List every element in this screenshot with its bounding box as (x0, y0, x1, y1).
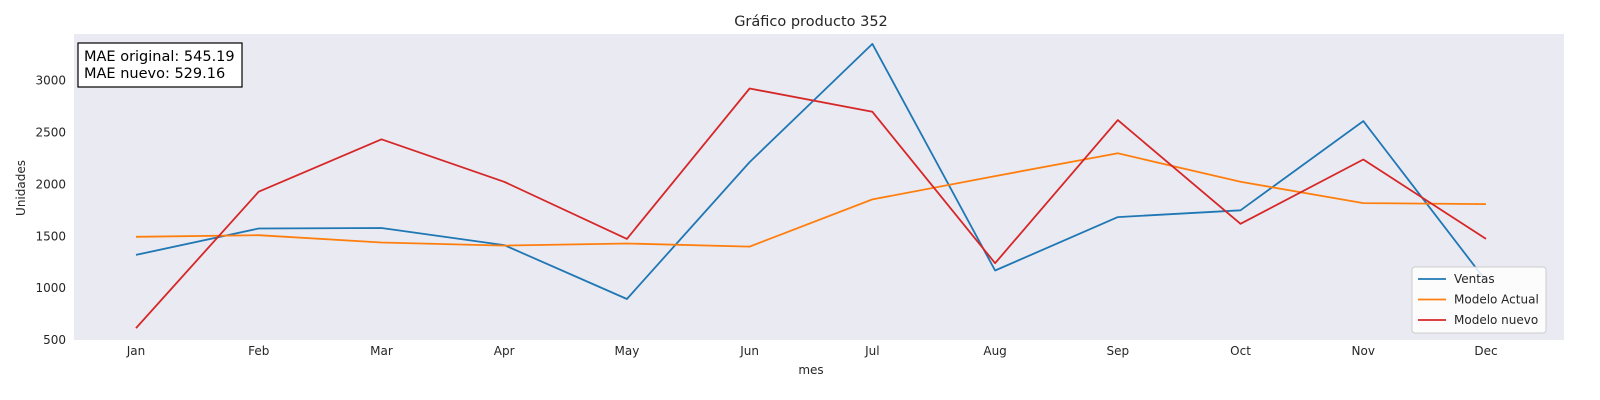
x-axis-label: mes (798, 363, 823, 377)
y-tick-label: 3000 (35, 74, 66, 88)
x-tick-label: Oct (1230, 344, 1251, 358)
y-axis-ticks: 500 1000 1500 2000 2500 3000 (35, 74, 66, 347)
x-tick-label: Mar (370, 344, 393, 358)
series-line-ventas (135, 43, 1487, 300)
legend-frame (1411, 266, 1547, 334)
legend-label-ventas: Ventas (1454, 272, 1495, 286)
y-tick-label: 1500 (35, 229, 66, 243)
y-tick-label: 2000 (35, 177, 66, 191)
legend-label-modelo-actual: Modelo Actual (1454, 293, 1539, 307)
legend: Ventas Modelo Actual Modelo nuevo (1411, 266, 1547, 334)
plot-area (74, 34, 1564, 340)
x-tick-label: Feb (248, 344, 269, 358)
x-tick-label: Jul (864, 344, 879, 358)
x-tick-label: May (615, 344, 640, 358)
x-tick-label: Apr (494, 344, 515, 358)
series-line-modelo-actual (135, 152, 1487, 248)
series-lines (135, 43, 1487, 329)
x-tick-label: Jan (126, 344, 146, 358)
mae-annotation: MAE original: 545.19 MAE nuevo: 529.16 (77, 42, 243, 88)
x-tick-label: Aug (983, 344, 1006, 358)
annotation-box-frame (77, 42, 243, 88)
x-tick-label: Dec (1474, 344, 1497, 358)
annotation-mae-nuevo: MAE nuevo: 529.16 (84, 66, 225, 82)
x-tick-label: Nov (1352, 344, 1375, 358)
y-tick-label: 2500 (35, 126, 66, 140)
x-axis-ticks: Jan Feb Mar Apr May Jun Jul Aug Sep Oct Nov Dec (126, 344, 1498, 358)
chart-title: Gráfico producto 352 (734, 14, 888, 30)
legend-label-modelo-nuevo: Modelo nuevo (1454, 313, 1538, 327)
x-tick-label: Sep (1107, 344, 1130, 358)
annotation-mae-original: MAE original: 545.19 (84, 49, 235, 65)
y-tick-label: 500 (43, 333, 66, 347)
y-tick-label: 1000 (35, 281, 66, 295)
series-line-modelo-nuevo (135, 87, 1487, 329)
x-tick-label: Jun (739, 344, 759, 358)
y-axis-label: Unidades (14, 160, 28, 216)
